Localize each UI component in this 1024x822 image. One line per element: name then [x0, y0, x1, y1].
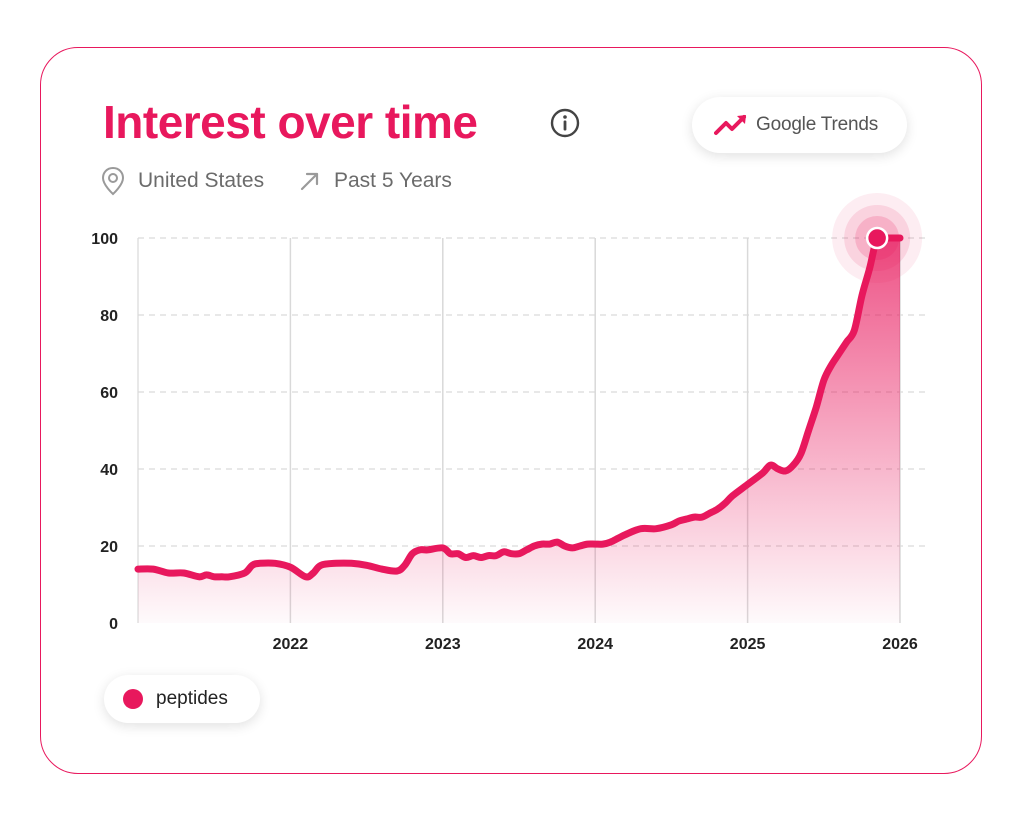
- legend-swatch: [123, 689, 143, 709]
- y-tick-label: 60: [100, 385, 118, 402]
- location-filter[interactable]: United States: [100, 166, 264, 196]
- series-area-peptides: [138, 235, 900, 623]
- legend-label: peptides: [156, 688, 228, 709]
- legend-item-peptides[interactable]: peptides: [104, 675, 260, 723]
- y-tick-label: 100: [91, 231, 118, 248]
- trending-up-icon: [714, 115, 746, 135]
- google-trends-badge[interactable]: Google Trends: [692, 97, 907, 153]
- x-tick-label: 2023: [425, 636, 461, 653]
- x-tick-label: 2025: [730, 636, 766, 653]
- chart-title: Interest over time: [103, 96, 478, 148]
- location-label: United States: [138, 169, 265, 192]
- series-line-peptides: [134, 232, 904, 581]
- y-tick-label: 20: [100, 539, 118, 556]
- arrow-up-right-icon: [300, 172, 319, 191]
- x-tick-label: 2022: [273, 636, 309, 653]
- y-tick-label: 80: [100, 308, 118, 325]
- brand-name: Google Trends: [756, 114, 879, 135]
- period-filter[interactable]: Past 5 Years: [298, 166, 452, 196]
- peak-point: [865, 226, 889, 250]
- map-pin-icon: [101, 166, 125, 196]
- x-tick-label: 2026: [882, 636, 918, 653]
- y-tick-label: 40: [100, 462, 118, 479]
- x-tick-label: 2024: [577, 636, 613, 653]
- period-label: Past 5 Years: [334, 169, 452, 192]
- y-tick-label: 0: [109, 616, 118, 633]
- info-icon[interactable]: [550, 108, 580, 138]
